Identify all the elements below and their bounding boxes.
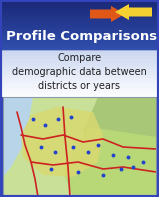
Bar: [0, 37, 159, 40]
Bar: [0, 20, 159, 22]
Polygon shape: [83, 97, 156, 137]
Polygon shape: [63, 127, 156, 197]
Bar: [0, 85, 159, 88]
Bar: [0, 33, 159, 35]
Bar: [0, 91, 159, 94]
Polygon shape: [21, 107, 103, 177]
Bar: [0, 0, 159, 3]
Bar: [0, 72, 159, 75]
Bar: [0, 66, 159, 69]
Bar: [0, 28, 159, 30]
FancyArrow shape: [90, 6, 125, 22]
Bar: [0, 75, 159, 78]
Bar: [0, 3, 159, 5]
Bar: [0, 45, 159, 47]
Polygon shape: [3, 97, 33, 177]
Bar: [0, 18, 159, 20]
Bar: [0, 22, 159, 25]
Bar: [0, 81, 159, 85]
Bar: [0, 94, 159, 97]
Bar: [3, 97, 156, 197]
Bar: [0, 40, 159, 43]
Bar: [0, 5, 159, 7]
Text: Profile Comparisons: Profile Comparisons: [6, 30, 157, 43]
Bar: [0, 53, 159, 56]
Bar: [0, 47, 159, 50]
Bar: [0, 35, 159, 37]
Bar: [0, 25, 159, 28]
Bar: [0, 69, 159, 72]
FancyArrow shape: [115, 4, 152, 20]
Bar: [0, 30, 159, 33]
Bar: [0, 10, 159, 12]
Bar: [0, 12, 159, 15]
Bar: [0, 50, 159, 53]
Bar: [0, 59, 159, 62]
Bar: [0, 78, 159, 81]
Bar: [0, 56, 159, 59]
Bar: [0, 62, 159, 66]
Bar: [0, 88, 159, 91]
Text: Compare
demographic data between
districts or years: Compare demographic data between distric…: [12, 53, 147, 91]
Bar: [3, 97, 156, 197]
Bar: [0, 7, 159, 10]
Bar: [0, 43, 159, 45]
Bar: [0, 15, 159, 18]
